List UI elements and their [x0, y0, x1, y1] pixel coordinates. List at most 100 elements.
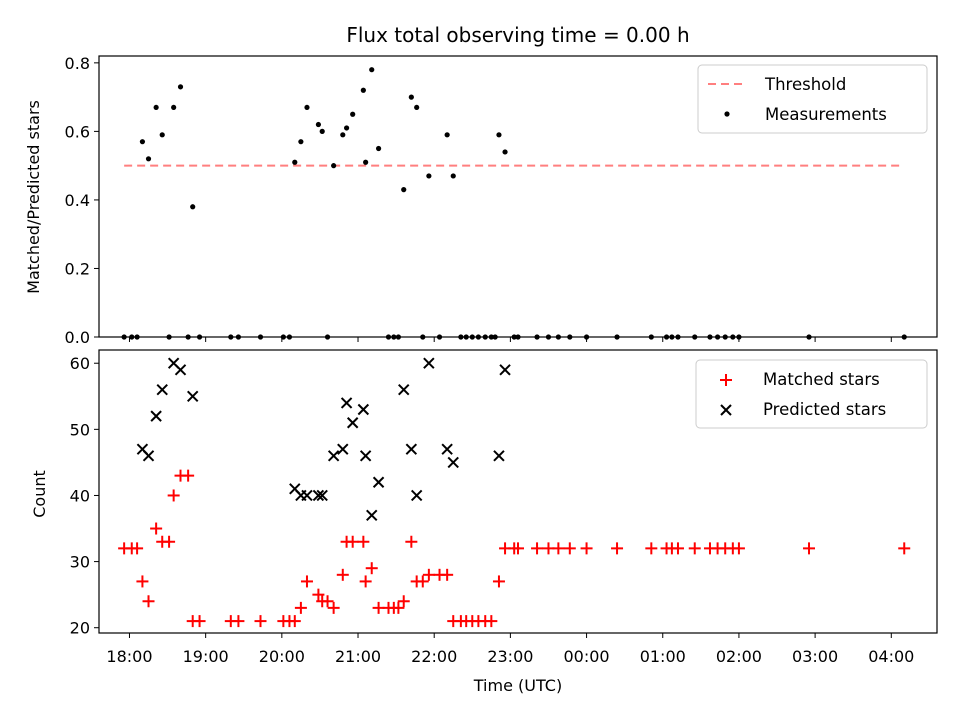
- matched-star-point: [645, 542, 658, 555]
- predicted-star-point: [301, 489, 313, 502]
- bottom-y-tick-label: 30: [70, 553, 90, 572]
- measurement-point: [714, 334, 721, 340]
- predicted-star-point: [372, 476, 385, 488]
- measurement-point: [145, 156, 152, 162]
- measurement-point: [408, 94, 414, 100]
- matched-star-point: [803, 542, 816, 555]
- predicted-star-point: [357, 403, 370, 416]
- x-tick-label: 00:00: [564, 647, 610, 666]
- predicted-star-point: [186, 390, 199, 402]
- matched-star-point: [312, 588, 325, 601]
- bottom-x-ticks: 18:00 19:00 20:00 21:00 22:00 23:00 00:00 01:00…: [106, 633, 914, 666]
- matched-star-point: [150, 522, 163, 535]
- measurement-point: [340, 132, 346, 138]
- matched-star-point: [359, 575, 372, 588]
- predicted-star-point: [410, 489, 423, 502]
- x-tick-label: 18:00: [106, 647, 152, 666]
- chart-title: Flux total observing time = 0.00 h: [346, 23, 689, 47]
- predicted-star-point: [174, 364, 187, 376]
- matched-star-point: [182, 469, 195, 482]
- measurement-point: [360, 87, 366, 93]
- measurement-point: [369, 67, 375, 73]
- bottom-y-tick-label: 60: [70, 354, 90, 373]
- measurement-point: [515, 334, 521, 340]
- matched-star-point: [671, 542, 684, 555]
- measurement-point: [257, 334, 264, 340]
- bottom-plot-frame: [98, 349, 938, 634]
- measurement-point: [663, 334, 670, 340]
- measurement-point: [450, 173, 456, 179]
- matched-star-point: [485, 615, 498, 628]
- measurement-point: [555, 334, 561, 340]
- measurement-point: [426, 173, 432, 179]
- measurement-point: [692, 334, 698, 340]
- matched-star-point: [365, 562, 378, 575]
- predicted-star-point: [156, 383, 168, 396]
- measurement-point: [469, 334, 475, 340]
- predicted-star-point: [316, 489, 328, 502]
- measurement-point: [545, 334, 552, 340]
- measurement-point: [736, 334, 742, 340]
- measurement-point: [614, 334, 620, 340]
- top-y-tick-label: 0.2: [65, 259, 90, 278]
- top-legend: Threshold Measurements: [697, 64, 928, 134]
- top-y-tick-label: 0.6: [65, 122, 90, 141]
- measurement-point: [292, 159, 298, 165]
- measurement-point: [502, 149, 508, 155]
- measurement-point: [496, 132, 502, 138]
- matched-star-point: [336, 568, 349, 581]
- predicted-star-point: [346, 417, 359, 429]
- measurement-point: [669, 334, 675, 340]
- matched-star-point: [288, 615, 301, 628]
- matched-star-point: [688, 542, 701, 555]
- measurement-point: [319, 128, 325, 134]
- x-tick-label: 02:00: [716, 647, 762, 666]
- x-axis-label: Time (UTC): [473, 676, 562, 695]
- bottom-y-axis-label: Count: [30, 470, 49, 518]
- predicted-star-point: [150, 410, 162, 422]
- predicted-star-point: [327, 450, 340, 462]
- measurement-point: [171, 104, 177, 111]
- top-y-axis-label: Matched/Predicted stars: [24, 100, 43, 294]
- measurement-point: [395, 334, 401, 340]
- measurement-point: [475, 334, 481, 340]
- measurement-point: [228, 334, 234, 340]
- x-tick-label: 04:00: [868, 647, 914, 666]
- measurement-point: [436, 334, 443, 340]
- measurement-point: [139, 139, 146, 145]
- matched-star-point: [232, 615, 245, 628]
- measurement-point: [583, 334, 590, 340]
- matched-star-point: [321, 595, 334, 608]
- matched-star-point: [492, 575, 505, 588]
- bottom-panel: 20 30 40 50 60 18:00 19:00 20:00 21:00 22:00 23:0…: [30, 349, 938, 695]
- measurement-point: [315, 121, 322, 128]
- matched-star-point: [300, 575, 313, 588]
- measurement-point: [901, 334, 907, 340]
- predicted-star-point: [447, 456, 459, 469]
- x-tick-label: 21:00: [335, 647, 381, 666]
- matched-star-point: [405, 535, 418, 548]
- top-y-tick-label: 0.4: [65, 191, 90, 210]
- measurement-point: [159, 132, 165, 138]
- top-legend-box: [697, 64, 928, 134]
- legend-measurements-label: Measurements: [765, 105, 887, 124]
- x-tick-label: 20:00: [259, 647, 305, 666]
- measurement-point: [463, 334, 469, 340]
- measurement-point: [707, 334, 713, 340]
- measurement-point: [129, 334, 135, 340]
- measurement-point: [363, 159, 369, 165]
- measurement-point: [414, 104, 420, 111]
- matched-star-point: [163, 535, 176, 548]
- matched-star-point: [142, 595, 155, 608]
- measurement-point: [331, 163, 337, 169]
- predicted-star-point: [405, 443, 418, 455]
- matched-star-point: [327, 601, 340, 614]
- measurement-point: [134, 334, 140, 340]
- matched-star-point: [580, 542, 593, 555]
- matched-star-point: [131, 542, 144, 555]
- bottom-y-tick-label: 20: [70, 619, 90, 638]
- measurement-point: [567, 334, 573, 340]
- measurement-point: [177, 84, 184, 90]
- legend-measurements-swatch: [724, 111, 730, 117]
- legend-predicted-label: Predicted stars: [763, 400, 886, 419]
